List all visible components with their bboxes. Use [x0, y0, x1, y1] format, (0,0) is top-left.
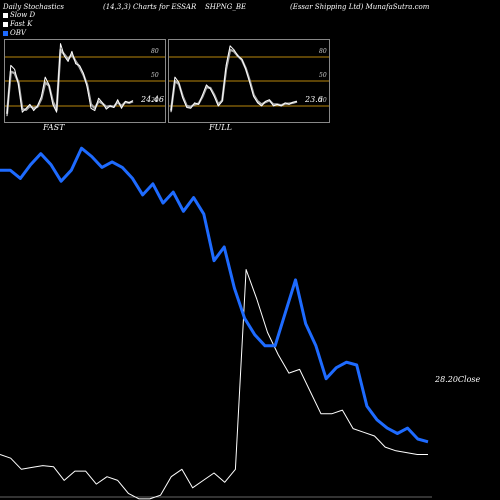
- chart-title-symbol: SHPNG_BE: [205, 3, 247, 11]
- fast-last-value: 24.46: [140, 95, 164, 104]
- fast-stochastic-panel: 80 50 20 24.46: [4, 39, 166, 123]
- full-stochastic-panel: 80 50 20 23.6: [168, 39, 330, 123]
- legend-item-fast-k: Fast K: [3, 20, 32, 28]
- obv-line: [0, 146, 429, 444]
- legend-label-obv: OBV: [10, 29, 26, 37]
- legend-swatch-fast-k: [3, 21, 8, 27]
- full-level-20-label: 20: [318, 97, 327, 104]
- full-stochastic-chart: 80 50 20 23.6: [169, 45, 329, 113]
- fast-level-50-label: 50: [151, 72, 159, 79]
- full-panel-label: FULL: [209, 123, 232, 132]
- full-last-value: 23.6: [304, 95, 323, 104]
- legend-item-obv: OBV: [3, 29, 26, 37]
- chart-title-left: Daily Stochastics: [3, 3, 65, 11]
- full-slow-d-line: [169, 48, 298, 111]
- close-last-label: 28.20Close: [434, 375, 481, 384]
- fast-level-20-label: 20: [150, 97, 159, 104]
- chart-title-params: (14,3,3) Charts for ESSAR: [103, 3, 197, 11]
- legend-swatch-slow-d: [3, 12, 8, 18]
- fast-fast-k-line: [6, 43, 134, 117]
- fast-slow-d-line: [5, 48, 134, 114]
- close-price-line: [0, 269, 428, 500]
- full-level-50-label: 50: [319, 72, 327, 79]
- legend-label-fast-k: Fast K: [10, 20, 33, 28]
- full-fast-k-line: [170, 45, 298, 113]
- fast-panel-label: FAST: [43, 123, 65, 132]
- legend-label-slow-d: Slow D: [10, 11, 36, 19]
- fast-stochastic-chart: 80 50 20 24.46: [5, 43, 165, 117]
- legend-item-slow-d: Slow D: [3, 11, 35, 19]
- chart-title-right: (Essar Shipping Ltd) MunafaSutra.com: [290, 3, 430, 11]
- full-level-80-label: 80: [319, 48, 327, 55]
- legend-swatch-obv: [3, 30, 8, 36]
- fast-level-80-label: 80: [151, 48, 159, 55]
